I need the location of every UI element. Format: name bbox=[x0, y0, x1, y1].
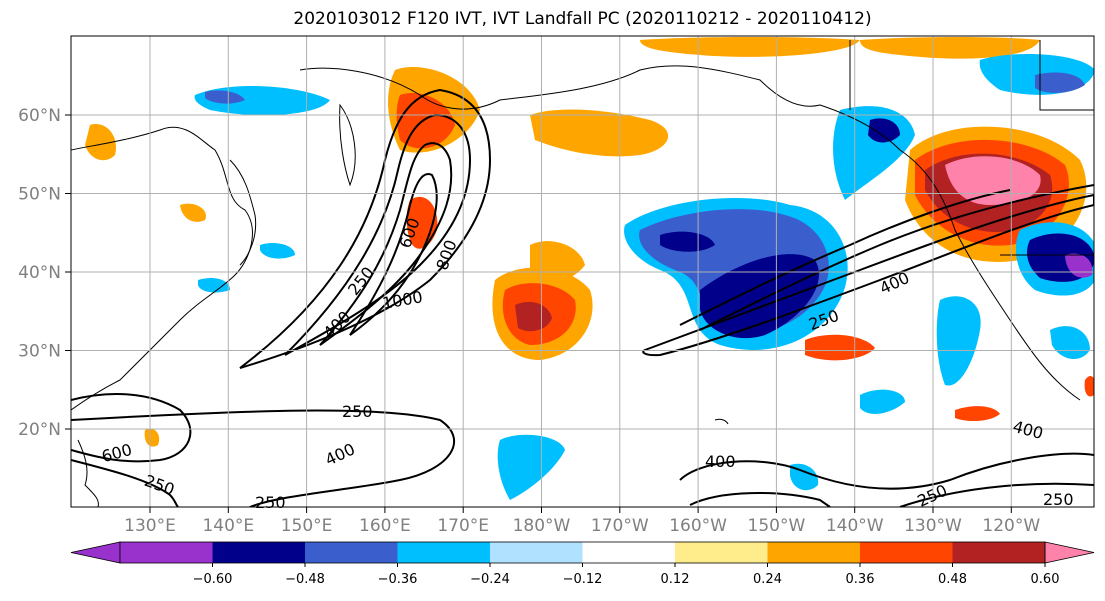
colorbar-tick-labels: −0.60 −0.48 −0.36 −0.24 −0.12 0.12 0.24 0.36 0.4… bbox=[193, 563, 1060, 587]
contour-label: 250 bbox=[342, 402, 373, 421]
colorbar-tick-label: 0.12 bbox=[661, 572, 690, 587]
colorbar-segment bbox=[212, 542, 306, 563]
colorbar-tick-label: 0.60 bbox=[1031, 572, 1060, 587]
lon-label: 140°W bbox=[826, 516, 884, 536]
lat-label: 20°N bbox=[18, 420, 61, 440]
lon-label: 180°W bbox=[513, 516, 571, 536]
ivt-contours bbox=[71, 88, 1094, 507]
colorbar-tick-label: −0.24 bbox=[470, 572, 510, 587]
lon-label: 150°E bbox=[281, 516, 333, 536]
colorbar-tick-label: −0.60 bbox=[193, 572, 233, 587]
colorbar-extend-min bbox=[70, 541, 121, 564]
colorbar-segment bbox=[952, 542, 1046, 563]
lon-label: 170°W bbox=[591, 516, 649, 536]
colorbar-extend-max bbox=[1044, 541, 1095, 564]
map-frame bbox=[70, 35, 1095, 508]
colorbar-segment bbox=[397, 542, 491, 563]
latitude-labels: 20°N 30°N 40°N 50°N 60°N bbox=[18, 106, 61, 440]
colorbar-segment bbox=[582, 542, 676, 563]
colorbar-segment bbox=[767, 542, 861, 563]
lon-label: 160°E bbox=[359, 516, 411, 536]
contour-label-group: 250 400 600 800 1000 250 400 250 400 600… bbox=[100, 215, 1074, 512]
colorbar-segment bbox=[305, 542, 398, 563]
colorbar-segment bbox=[490, 542, 583, 563]
colorbar bbox=[70, 541, 1095, 564]
lon-label: 130°E bbox=[124, 516, 176, 536]
longitude-labels: 130°E 140°E 150°E 160°E 170°E 180°W 170°W 160°W… bbox=[124, 516, 1040, 536]
lat-label: 60°N bbox=[18, 106, 61, 126]
colorbar-segment bbox=[120, 542, 213, 563]
colorbar-tick-label: −0.48 bbox=[285, 572, 325, 587]
lon-label: 120°W bbox=[982, 516, 1040, 536]
lon-label: 160°W bbox=[669, 516, 727, 536]
colorbar-segment bbox=[675, 542, 768, 563]
contour-label: 250 bbox=[1043, 490, 1074, 509]
lat-label: 40°N bbox=[18, 263, 61, 283]
lon-label: 130°W bbox=[904, 516, 962, 536]
colorbar-tick-label: 0.48 bbox=[938, 572, 967, 587]
lon-label: 150°W bbox=[748, 516, 806, 536]
map-title: 2020103012 F120 IVT, IVT Landfall PC (20… bbox=[293, 9, 872, 29]
lat-label: 50°N bbox=[18, 185, 61, 205]
colorbar-tick-label: −0.12 bbox=[563, 572, 603, 587]
lon-label: 170°E bbox=[437, 516, 489, 536]
contour-label: 400 bbox=[705, 452, 736, 471]
graticule bbox=[65, 36, 1094, 513]
contour-label: 250 bbox=[255, 493, 286, 512]
colorbar-tick-label: 0.36 bbox=[846, 572, 875, 587]
lat-label: 30°N bbox=[18, 342, 61, 362]
negative-anomaly-regions bbox=[194, 54, 1094, 500]
lon-label: 140°E bbox=[202, 516, 254, 536]
colorbar-tick-label: 0.24 bbox=[753, 572, 782, 587]
colorbar-segment bbox=[860, 542, 953, 563]
colorbar-tick-label: −0.36 bbox=[378, 572, 418, 587]
